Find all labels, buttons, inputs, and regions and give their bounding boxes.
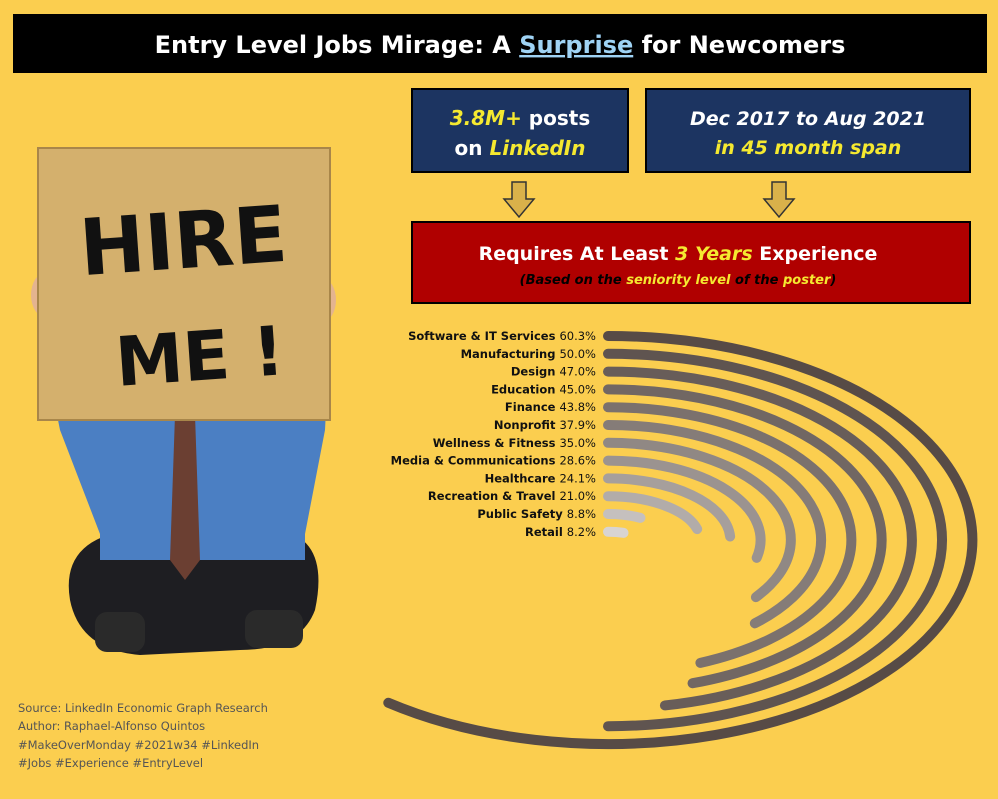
value-label: 21.0% (559, 489, 596, 503)
category-label: Public Safety (477, 507, 563, 521)
value-label: 8.2% (567, 524, 596, 538)
value-label: 47.0% (559, 364, 596, 378)
value-label: 60.3% (559, 329, 596, 343)
photo: HIRE ME ! (31, 147, 336, 655)
stat-line: in 45 month span (715, 137, 902, 159)
req-note-text: (Based on the (520, 273, 627, 288)
bar-label: Manufacturing 50.0% (461, 346, 596, 360)
bar-label: Media & Communications 28.6% (391, 453, 596, 467)
bar-label: Public Safety 8.8% (477, 507, 596, 521)
category-label: Recreation & Travel (428, 489, 556, 503)
stat-box (645, 88, 971, 173)
radial-chart: Software & IT Services 60.3%Manufacturing… (383, 329, 978, 749)
category-label: Software & IT Services (408, 329, 556, 343)
requirement-box (411, 221, 971, 304)
req-note-text: ) (829, 273, 836, 288)
radial-bar (603, 509, 646, 523)
radial-bar (603, 437, 796, 603)
arrow (502, 181, 536, 219)
radial-bar (603, 366, 917, 711)
req-note-highlight: seniority level (626, 273, 731, 288)
value-label: 50.0% (559, 346, 596, 360)
shirt (100, 400, 305, 560)
radial-bar (383, 331, 978, 749)
radial-bar (603, 402, 857, 668)
footer-line: Author: Raphael-Alfonso Quintos (18, 719, 205, 733)
stat-text: posts (522, 106, 590, 130)
footer-line: #MakeOverMonday #2021w34 #LinkedIn (18, 738, 259, 752)
radial-bar (603, 491, 703, 535)
req-highlight: 3 Years (675, 243, 753, 265)
sign (37, 147, 331, 421)
value-label: 35.0% (559, 435, 596, 449)
footer-line: Source: LinkedIn Economic Graph Research (18, 701, 268, 715)
shoe (245, 610, 303, 648)
stat-text: on (455, 136, 490, 160)
requirement-note: (Based on the seniority level of the pos… (520, 273, 837, 288)
category-label: Wellness & Fitness (433, 435, 556, 449)
bar-label: Finance 43.8% (505, 400, 596, 414)
stat-box (411, 88, 629, 173)
req-text: Requires At Least (479, 243, 676, 265)
category-label: Retail (525, 524, 563, 538)
category-label: Manufacturing (461, 346, 556, 360)
stat-line: 3.8M+ posts (450, 106, 590, 130)
shoe (95, 612, 145, 652)
title-bar (13, 14, 987, 73)
category-label: Finance (505, 400, 556, 414)
bar-label: Nonprofit 37.9% (494, 418, 596, 432)
category-label: Design (511, 364, 556, 378)
bar-label: Retail 8.2% (525, 524, 596, 538)
radial-bar (603, 526, 629, 538)
bar-label: Software & IT Services 60.3% (408, 329, 596, 343)
category-label: Education (491, 382, 555, 396)
title-part: Entry Level Jobs Mirage: A (155, 31, 520, 59)
value-label: 45.0% (559, 382, 596, 396)
sign-text: HIRE (77, 190, 290, 294)
radial-bar (603, 348, 948, 732)
radial-bar (603, 473, 736, 542)
req-text: Experience (753, 243, 878, 265)
category-label: Healthcare (485, 471, 556, 485)
value-label: 43.8% (559, 400, 596, 414)
requirement-line: Requires At Least 3 Years Experience (479, 243, 878, 265)
stat-line: on LinkedIn (455, 136, 586, 160)
stat-highlight: 3.8M+ (450, 106, 522, 130)
bar-label: Healthcare 24.1% (485, 471, 596, 485)
tie (170, 415, 200, 580)
sign-text: ME ! (113, 312, 287, 403)
value-label: 24.1% (559, 471, 596, 485)
bar-label: Education 45.0% (491, 382, 596, 396)
stat-line: Dec 2017 to Aug 2021 (690, 108, 926, 130)
radial-bar (603, 455, 766, 563)
category-label: Media & Communications (391, 453, 556, 467)
category-label: Nonprofit (494, 418, 556, 432)
title-highlight: Surprise (519, 31, 633, 59)
value-label: 28.6% (559, 453, 596, 467)
bar-label: Recreation & Travel 21.0% (428, 489, 596, 503)
bar-label: Wellness & Fitness 35.0% (433, 435, 596, 449)
footer-line: #Jobs #Experience #EntryLevel (18, 756, 203, 770)
value-label: 8.8% (567, 507, 596, 521)
arrow (762, 181, 796, 219)
title: Entry Level Jobs Mirage: A Surprise for … (155, 31, 846, 59)
stat-highlight: LinkedIn (489, 136, 585, 160)
req-note-text: of the (731, 273, 783, 288)
bar-label: Design 47.0% (511, 364, 596, 378)
radial-bar (603, 384, 887, 689)
title-part: for Newcomers (633, 31, 845, 59)
req-note-highlight: poster (782, 273, 832, 288)
radial-bar (603, 420, 827, 629)
value-label: 37.9% (559, 418, 596, 432)
